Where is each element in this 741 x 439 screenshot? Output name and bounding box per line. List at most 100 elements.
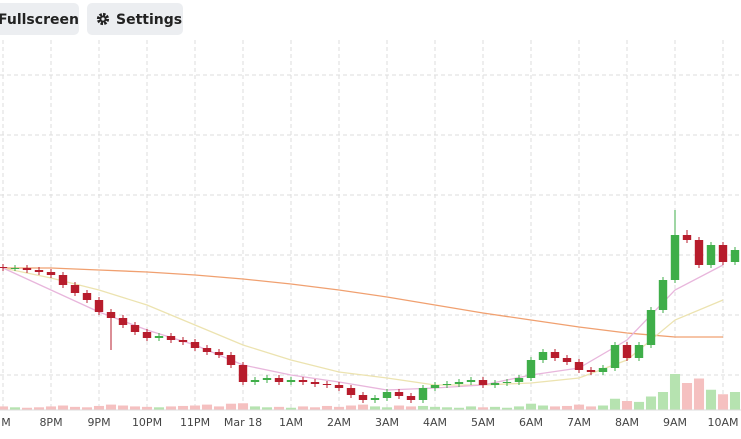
volume-bar <box>237 403 249 410</box>
candle-body <box>322 384 332 385</box>
volume-bar <box>621 401 633 410</box>
candle-body <box>238 365 248 382</box>
volume-bar <box>729 392 741 410</box>
volume-bar <box>585 406 597 410</box>
candle-body <box>622 345 632 358</box>
candle-body <box>694 240 704 265</box>
volume-bar <box>261 407 273 410</box>
candle-body <box>130 325 140 332</box>
candle-body <box>382 392 392 398</box>
candle-body <box>538 352 548 360</box>
volume-bar <box>453 407 465 410</box>
candle-body <box>286 380 296 382</box>
volume-bar <box>609 398 621 410</box>
candle-body <box>550 352 560 358</box>
candle-body <box>586 370 596 372</box>
volume-bar <box>705 389 717 410</box>
candle-body <box>58 275 68 285</box>
candle-body <box>454 382 464 384</box>
x-tick-label: 3AM <box>375 416 399 429</box>
volume-bar <box>525 403 537 410</box>
volume-bar <box>117 405 129 410</box>
volume-bar <box>273 406 285 410</box>
volume-bar <box>165 406 177 410</box>
candle-body <box>478 380 488 385</box>
candle-body <box>262 378 272 380</box>
fullscreen-button[interactable]: Fullscreen <box>0 3 79 35</box>
gear-icon <box>96 12 110 26</box>
candle-body <box>646 310 656 345</box>
moving-average <box>3 267 723 338</box>
candle-body <box>658 280 668 310</box>
candle-body <box>718 245 728 262</box>
x-tick-label: 1AM <box>279 416 303 429</box>
candle-body <box>502 382 512 383</box>
x-tick-label: 8PM <box>39 416 62 429</box>
candle-body <box>682 235 692 240</box>
candle-body <box>514 378 524 382</box>
candle-body <box>406 396 416 400</box>
candle-body <box>346 388 356 395</box>
volume-bar <box>633 401 645 410</box>
x-tick-label: 11PM <box>180 416 210 429</box>
candle-body <box>466 380 476 382</box>
candle-body <box>10 268 20 269</box>
x-tick-label: 10AM <box>707 416 738 429</box>
volume-bar <box>189 405 201 410</box>
candle-body <box>298 380 308 382</box>
candle-body <box>418 388 428 400</box>
volume-bar <box>21 407 33 410</box>
volume-bar <box>717 394 729 410</box>
volume-bar <box>93 405 105 410</box>
candle-body <box>226 355 236 365</box>
candle-body <box>22 268 32 270</box>
settings-button[interactable]: Settings <box>87 3 183 35</box>
volume-bar <box>309 407 321 410</box>
button-label: Fullscreen <box>0 12 79 28</box>
volume-bar <box>657 392 669 410</box>
volume-bar <box>285 407 297 410</box>
candle-body <box>178 340 188 342</box>
volume-bar <box>225 403 237 410</box>
candle-body <box>730 250 740 262</box>
candle-body <box>634 345 644 358</box>
volume-bar <box>153 407 165 410</box>
volume-bar <box>597 405 609 410</box>
x-tick-label: 9AM <box>663 416 687 429</box>
volume-bar <box>441 407 453 410</box>
x-tick-label: M <box>1 416 11 429</box>
x-tick-label: 2AM <box>327 416 351 429</box>
volume-bar <box>381 407 393 410</box>
candle-body <box>370 398 380 400</box>
candle-body <box>250 380 260 382</box>
volume-bar <box>45 406 57 410</box>
volume-bar <box>405 406 417 410</box>
candle-body <box>82 293 92 300</box>
volume-bar <box>681 383 693 410</box>
candle-body <box>598 368 608 372</box>
button-bg <box>0 3 79 35</box>
volume-bar <box>369 406 381 410</box>
volume-bar <box>105 404 117 410</box>
candle-body <box>430 385 440 388</box>
x-tick-label: 10PM <box>132 416 162 429</box>
volume-bar <box>69 406 81 410</box>
volume-bar <box>513 406 525 410</box>
x-tick-label: Mar 18 <box>224 416 262 429</box>
candle-body <box>202 348 212 352</box>
candle-body <box>574 362 584 370</box>
candle-body <box>442 384 452 385</box>
volume-bar <box>177 405 189 410</box>
volume-bar <box>693 378 705 410</box>
candle-body <box>274 378 284 382</box>
volume-bar <box>81 407 93 410</box>
x-tick-label: 8AM <box>615 416 639 429</box>
volume-bar <box>321 405 333 410</box>
candle-body <box>670 235 680 280</box>
volume-bar <box>345 405 357 410</box>
candle-body <box>166 336 176 340</box>
volume-bar <box>9 407 21 410</box>
volume-bar <box>297 406 309 410</box>
